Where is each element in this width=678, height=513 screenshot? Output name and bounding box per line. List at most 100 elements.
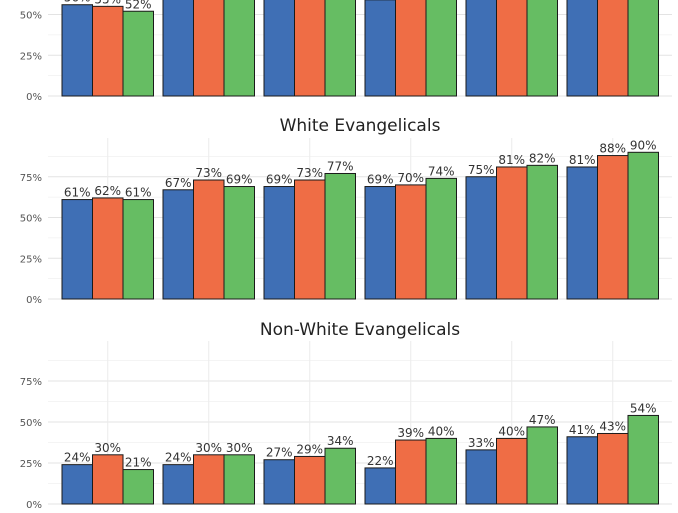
bar	[566, 0, 598, 97]
bar-value-label: 40%	[428, 424, 455, 438]
y-tick-label: 75%	[20, 377, 42, 388]
bar	[526, 164, 558, 300]
bar-value-label: 73%	[195, 166, 222, 180]
bar	[465, 0, 497, 97]
bar-value-label: 74%	[428, 164, 455, 178]
bar-value-label: 24%	[165, 451, 192, 465]
bar	[263, 0, 295, 97]
bar-value-label: 29%	[296, 442, 323, 456]
bar	[425, 0, 457, 97]
bar-value-label: 56%	[64, 0, 91, 5]
bar	[566, 436, 598, 505]
bar	[223, 186, 255, 300]
bar-value-label: 81%	[569, 153, 596, 167]
panel-3: 0%25%50%75%Non-White Evangelicals24%30%2…	[20, 320, 672, 511]
bar	[122, 469, 154, 505]
bar-value-label: 22%	[367, 454, 394, 468]
bar-value-label: 30%	[195, 441, 222, 455]
bar	[395, 439, 427, 505]
y-tick-label: 25%	[20, 459, 42, 470]
panel-title: White Evangelicals	[280, 116, 441, 136]
bar	[92, 197, 124, 300]
bar	[566, 166, 598, 300]
bar-value-label: 47%	[529, 413, 556, 427]
bar	[395, 0, 427, 97]
bar	[294, 179, 326, 300]
bar-value-label: 69%	[367, 173, 394, 187]
bar-value-label: 39%	[397, 426, 424, 440]
bar	[465, 176, 497, 300]
bar	[364, 186, 396, 300]
bar-value-label: 77%	[327, 159, 354, 173]
bar-value-label: 40%	[498, 424, 525, 438]
bar-value-label: 61%	[64, 186, 91, 200]
bar	[324, 447, 356, 505]
bar	[92, 454, 124, 505]
bar	[193, 0, 225, 97]
bar-value-label: 82%	[529, 151, 556, 165]
bar-value-label: 27%	[266, 446, 293, 460]
y-tick-label: 0%	[26, 295, 42, 306]
bar	[223, 454, 255, 505]
bar	[162, 189, 194, 300]
bar	[162, 0, 194, 97]
bar	[263, 459, 295, 505]
bar-value-label: 54%	[630, 401, 657, 415]
bar	[223, 0, 255, 97]
bar	[395, 184, 427, 300]
bar	[496, 166, 528, 300]
y-tick-label: 75%	[20, 173, 42, 184]
y-tick-label: 50%	[20, 214, 42, 225]
bar-value-label: 69%	[226, 173, 253, 187]
bar	[162, 464, 194, 505]
y-tick-label: 25%	[20, 51, 42, 62]
bar-value-label: 33%	[468, 436, 495, 450]
bar-value-label: 52%	[125, 0, 152, 11]
bar	[294, 0, 326, 97]
bar-value-label: 88%	[599, 142, 626, 156]
bar-value-label: 61%	[125, 186, 152, 200]
bar	[193, 179, 225, 300]
bar	[597, 155, 629, 300]
bar-value-label: 62%	[94, 184, 121, 198]
bar	[526, 426, 558, 505]
y-tick-label: 0%	[26, 500, 42, 509]
panel-1: 0% 25% 50% 56%55% 52%	[20, 0, 672, 103]
bar	[627, 0, 659, 97]
bar	[364, 0, 396, 97]
panel-title: Non-White Evangelicals	[260, 320, 460, 340]
bar	[122, 199, 154, 300]
bar-value-label: 81%	[498, 153, 525, 167]
bar	[627, 151, 659, 300]
bar-value-label: 24%	[64, 451, 91, 465]
bar	[61, 464, 93, 505]
bar-value-label: 30%	[226, 441, 253, 455]
bar	[627, 414, 659, 505]
bar	[425, 177, 457, 300]
bar	[465, 449, 497, 505]
bar	[496, 0, 528, 97]
bar	[122, 10, 154, 97]
y-tick-label: 0%	[26, 92, 42, 103]
bar-value-label: 70%	[397, 171, 424, 185]
bar	[92, 5, 124, 97]
bar-value-label: 75%	[468, 163, 495, 177]
bar	[364, 467, 396, 505]
y-tick-label: 50%	[20, 11, 42, 22]
bar	[61, 4, 93, 97]
y-tick-label: 25%	[20, 254, 42, 265]
bar	[425, 437, 457, 505]
bar-value-label: 67%	[165, 176, 192, 190]
bar	[61, 199, 93, 300]
bar-value-label: 55%	[94, 0, 121, 6]
bar-value-label: 69%	[266, 173, 293, 187]
bar-value-label: 41%	[569, 423, 596, 437]
bar-value-label: 34%	[327, 434, 354, 448]
bar	[496, 437, 528, 505]
bar	[526, 0, 558, 97]
bar-value-label: 21%	[125, 456, 152, 470]
bar-value-label: 43%	[599, 419, 626, 433]
